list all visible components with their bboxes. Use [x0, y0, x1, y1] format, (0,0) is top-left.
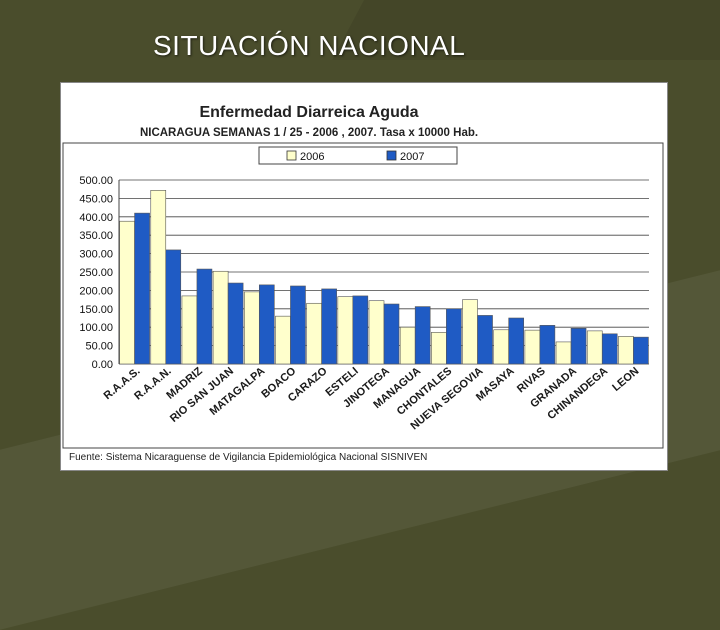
y-tick-label: 500.00	[79, 175, 113, 187]
bar-2007	[321, 288, 337, 365]
bar-2007	[258, 284, 275, 365]
chart-subtitle: NICARAGUA SEMANAS 1 / 25 - 2006 , 2007. …	[140, 127, 478, 139]
bars	[119, 190, 649, 365]
bar-2007	[601, 333, 618, 365]
legend-label: 2007	[400, 151, 424, 163]
legend-label: 2006	[300, 151, 324, 163]
y-tick-label: 250.00	[79, 267, 113, 279]
y-tick-label: 450.00	[79, 193, 113, 205]
bar-2007	[570, 328, 587, 365]
bar-2006	[399, 326, 416, 365]
bar-2006	[586, 330, 603, 365]
y-tick-label: 150.00	[79, 304, 113, 316]
bar-2007	[196, 268, 213, 365]
bar-2006	[462, 299, 478, 365]
chart-source: Fuente: Sistema Nicaraguense de Vigilanc…	[69, 452, 427, 463]
chart-legend: 2006 2007	[258, 146, 458, 165]
bar-2007	[290, 285, 306, 365]
bar-2007	[352, 295, 369, 365]
slide-title: SITUACIÓN NACIONAL	[153, 30, 466, 61]
y-tick-label: 350.00	[79, 230, 113, 242]
bar-2006	[212, 270, 229, 365]
y-tick-label: 200.00	[79, 285, 113, 297]
y-tick-label: 50.00	[85, 341, 113, 353]
bar-2006	[181, 295, 198, 365]
y-tick-label: 300.00	[79, 249, 113, 261]
bar-2007	[508, 317, 525, 365]
bar-2007	[539, 325, 556, 365]
bar-2006	[431, 332, 447, 365]
bar-2006	[306, 302, 322, 365]
chart-panel: Enfermedad Diarreica Aguda NICARAGUA SEM…	[60, 82, 668, 471]
bar-2006	[337, 296, 354, 365]
legend-box	[258, 146, 458, 165]
bar-2006	[524, 329, 541, 365]
bar-2007	[633, 336, 649, 365]
bar-chart: Enfermedad Diarreica Aguda NICARAGUA SEM…	[62, 104, 664, 463]
bar-2007	[477, 315, 493, 365]
bar-2007	[414, 306, 431, 365]
bar-2007	[134, 212, 150, 365]
bar-2006	[119, 220, 135, 365]
bar-2007	[165, 249, 182, 365]
bar-2006	[368, 300, 385, 365]
bar-2007	[446, 308, 462, 365]
bar-2006	[275, 315, 291, 365]
y-tick-label: 0.00	[92, 359, 113, 371]
chart-title: Enfermedad Diarreica Aguda	[199, 104, 418, 121]
y-axis: 0.00 50.00 100.00 150.00 200.00 250.00 300.00 3…	[79, 175, 113, 371]
bar-2007	[383, 303, 400, 365]
bar-2006	[555, 341, 572, 365]
bar-2006	[150, 190, 167, 365]
bar-2006	[618, 336, 634, 365]
bar-2006	[493, 329, 510, 365]
bar-2006	[243, 291, 260, 365]
y-tick-label: 100.00	[79, 322, 113, 334]
legend-swatch	[386, 150, 397, 161]
bar-2007	[227, 282, 244, 365]
legend-swatch	[286, 150, 297, 161]
y-tick-label: 400.00	[79, 212, 113, 224]
